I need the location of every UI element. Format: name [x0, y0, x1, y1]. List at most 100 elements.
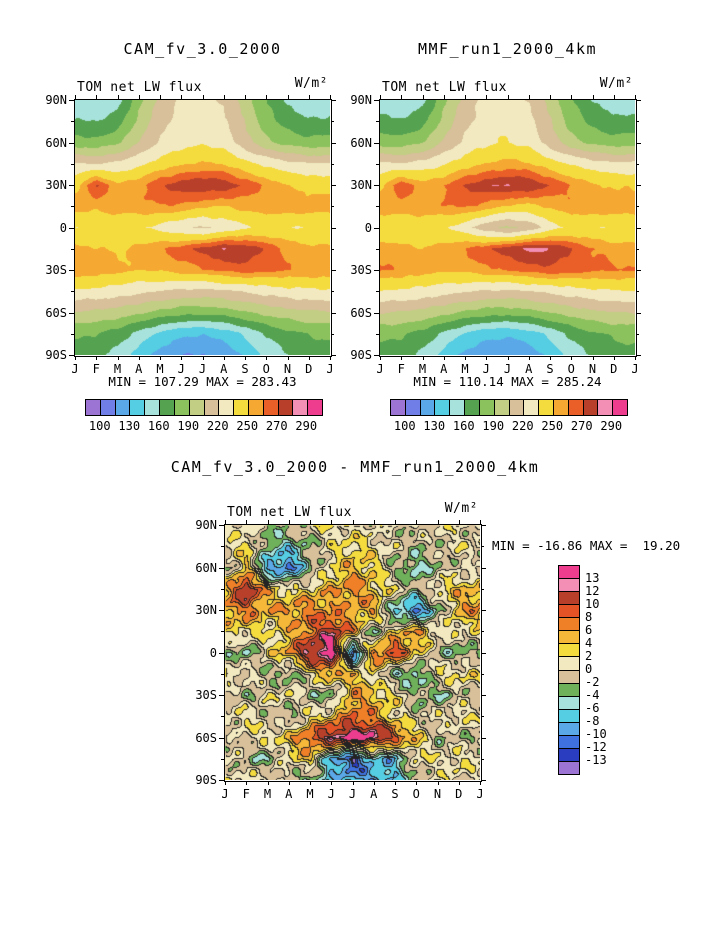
mmf-lat-tick-label: 90S	[350, 348, 372, 362]
lat-tick-mark	[481, 610, 486, 611]
month-tick-mark	[287, 356, 289, 360]
diff-colorbar-label: 0	[585, 662, 593, 676]
month-tick-mark	[550, 95, 551, 99]
cam-colorbar-cell	[218, 400, 234, 415]
lat-tick-mark	[221, 673, 224, 675]
lat-tick-mark	[636, 270, 641, 271]
diff-lat-tick-label: 30S	[195, 688, 217, 702]
lat-tick-mark	[331, 270, 336, 271]
lat-tick-mark	[636, 333, 639, 335]
lat-tick-mark	[331, 291, 334, 293]
lat-tick-mark	[374, 355, 379, 356]
month-tick-mark	[223, 356, 225, 360]
cam-month-tick-label: O	[262, 362, 270, 376]
lat-tick-mark	[374, 100, 379, 101]
lat-tick-mark	[636, 248, 639, 250]
lat-tick-mark	[376, 291, 379, 293]
cam-colorbar-label: 220	[206, 419, 229, 433]
cam-colorbar-label: 160	[147, 419, 170, 433]
lat-tick-mark	[636, 163, 639, 165]
mmf-month-tick-label: A	[440, 362, 448, 376]
lat-tick-mark	[374, 185, 379, 186]
lat-tick-mark	[481, 546, 484, 548]
diff-month-tick-label: N	[433, 787, 442, 801]
month-tick-mark	[75, 95, 76, 99]
lat-tick-mark	[481, 567, 486, 569]
diff-colorbar-label: 8	[585, 610, 593, 624]
mmf-lat-tick-label: 60S	[350, 305, 372, 320]
month-tick-mark	[401, 356, 403, 360]
mmf-colorbar-cell	[538, 400, 553, 415]
mmf-colorbar-label: 290	[600, 419, 623, 433]
mmf-colorbar-label: 190	[482, 419, 505, 433]
cam-colorbar-label: 250	[236, 419, 259, 433]
diff-month-tick-label: J	[348, 787, 357, 801]
diff-month-tick-label: J	[327, 787, 335, 801]
lat-tick-mark	[331, 248, 334, 250]
month-tick-mark	[373, 520, 375, 524]
mmf-colorbar-cell	[391, 400, 405, 415]
lat-tick-mark	[219, 610, 224, 611]
mmf-lat-tick-label: 30S	[350, 263, 372, 277]
diff-colorbar-cell	[559, 734, 579, 748]
month-tick-mark	[613, 95, 615, 99]
diff-colorbar-label: -2	[585, 675, 600, 689]
lat-tick-mark	[69, 185, 74, 186]
cam-colorbar-label: 290	[295, 419, 318, 433]
month-tick-mark	[422, 95, 424, 99]
mmf-colorbar-label: 100	[393, 419, 416, 433]
diff-colorbar-label: -6	[585, 701, 600, 715]
diff-month-tick-label: O	[412, 787, 420, 801]
month-tick-mark	[635, 356, 636, 360]
mmf-colorbar-cell	[567, 400, 583, 415]
cam-month-tick-label: J	[326, 362, 334, 376]
diff-colorbar-cell	[559, 566, 579, 579]
month-tick-mark	[465, 95, 466, 99]
diff-lat-tick-label: 90S	[195, 773, 217, 787]
lat-tick-mark	[376, 333, 379, 335]
lat-tick-mark	[331, 333, 334, 335]
mmf-contour-plot	[380, 100, 635, 355]
mmf-month-tick-label: J	[482, 362, 490, 376]
cam-panel-title: CAM_fv_3.0_2000	[123, 40, 282, 58]
cam-colorbar-cell	[144, 400, 160, 415]
month-tick-mark	[267, 520, 269, 524]
mmf-lat-tick-label: 60N	[350, 135, 372, 150]
lat-tick-mark	[71, 163, 74, 165]
lat-tick-mark	[636, 185, 641, 186]
lat-tick-mark	[481, 673, 484, 675]
diff-colorbar-label: 13	[585, 571, 600, 585]
diff-panel-title: CAM_fv_3.0_2000 - MMF_run1_2000_4km	[170, 458, 540, 476]
lat-tick-mark	[331, 312, 336, 314]
month-tick-mark	[380, 95, 381, 99]
lat-tick-mark	[221, 546, 224, 548]
cam-lat-tick-label: 60S	[45, 305, 67, 320]
month-tick-mark	[96, 95, 98, 99]
cam-lat-tick-label: 90N	[45, 93, 67, 107]
month-tick-mark	[246, 781, 248, 785]
lat-tick-mark	[481, 525, 486, 526]
month-tick-mark	[225, 520, 226, 524]
month-tick-mark	[635, 95, 636, 99]
month-tick-mark	[395, 520, 396, 524]
diff-contour-plot	[225, 525, 480, 780]
diff-month-tick-label: M	[306, 787, 314, 801]
month-tick-mark	[352, 520, 354, 524]
diff-month-tick-label: S	[391, 787, 399, 801]
month-tick-mark	[592, 356, 594, 360]
month-tick-mark	[138, 356, 140, 360]
month-tick-mark	[308, 95, 310, 99]
mmf-colorbar-cell	[508, 400, 524, 415]
month-tick-mark	[416, 520, 418, 524]
lat-tick-mark	[481, 758, 484, 760]
lat-tick-mark	[69, 355, 74, 356]
lat-tick-mark	[331, 142, 336, 144]
cam-units-label: W/m²	[294, 76, 328, 91]
mmf-lat-tick-label: 30N	[350, 178, 372, 192]
lat-tick-mark	[219, 737, 224, 739]
mmf-lat-tick-label: 0	[364, 220, 372, 235]
diff-colorbar	[558, 565, 580, 775]
mmf-colorbar-cell	[523, 400, 539, 415]
month-tick-mark	[330, 356, 331, 360]
lat-tick-mark	[219, 652, 224, 654]
